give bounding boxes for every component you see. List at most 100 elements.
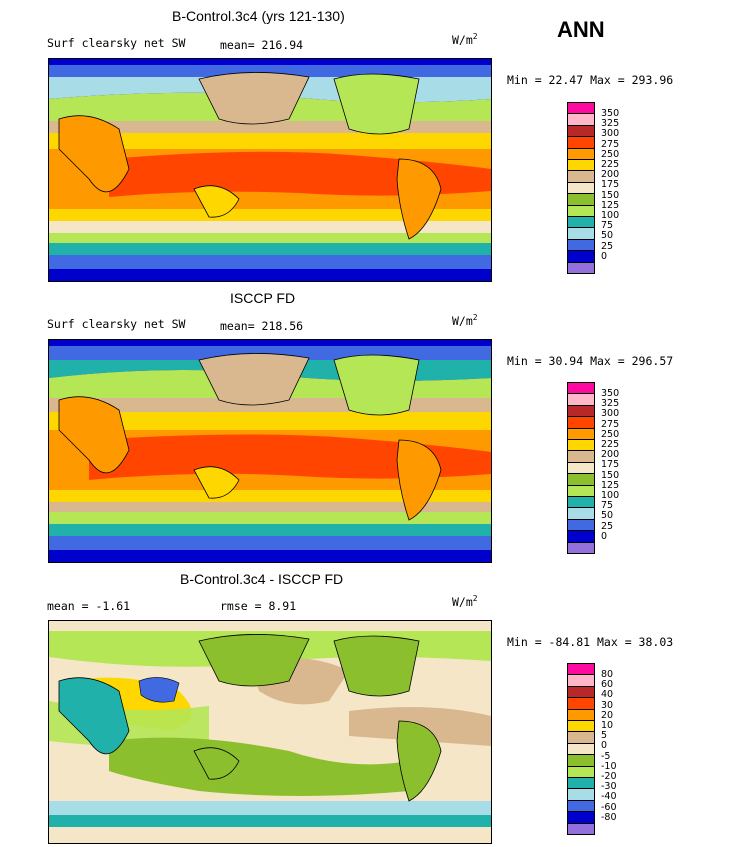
colorbar-label: 75 [601,220,614,232]
colorbar-label: -80 [601,811,617,823]
colorbar-label: 200 [601,169,620,181]
colorbar-swatch [568,721,594,733]
panel1-title: B-Control.3c4 (yrs 121-130) [172,8,345,24]
colorbar-swatch [568,732,594,744]
colorbar-swatch [568,789,594,801]
colorbar-swatch [568,698,594,710]
colorbar-swatch [568,405,594,418]
colorbar-swatch [568,239,594,252]
colorbar-swatch [568,428,594,441]
colorbar-label: 225 [601,159,620,171]
panel2-minmax: Min = 30.94 Max = 296.57 [507,354,674,368]
panel3-rmse: rmse = 8.91 [220,599,297,613]
colorbar-label: 300 [601,408,620,420]
colorbar-label: -40 [601,791,617,803]
panel3-colorbar [567,663,595,835]
colorbar-label: 0 [601,250,608,262]
colorbar-swatch [568,485,594,498]
colorbar-swatch [568,228,594,240]
colorbar-swatch [568,114,594,126]
panel3-units: W/m2 [452,594,478,609]
colorbar-swatch [568,686,594,699]
colorbar-swatch [568,205,594,218]
colorbar-swatch [568,519,594,532]
colorbar-label: 275 [601,138,620,150]
colorbar-swatch [568,497,594,509]
colorbar-label: 225 [601,439,620,451]
colorbar-label: 10 [601,720,614,732]
colorbar-swatch [568,778,594,790]
colorbar-label: 250 [601,148,620,160]
colorbar-swatch [568,394,594,406]
colorbar-swatch [568,417,594,429]
colorbar-label: 250 [601,428,620,440]
colorbar-label: -30 [601,781,617,793]
colorbar-label: 5 [601,730,608,742]
colorbar-swatch [568,664,594,676]
colorbar-swatch [568,137,594,149]
colorbar-label: 150 [601,189,620,201]
panel2-units: W/m2 [452,313,478,328]
colorbar-label: 350 [601,108,620,119]
panel3-mean: mean = -1.61 [47,599,131,613]
colorbar-swatch [568,262,594,274]
colorbar-swatch [568,675,594,687]
colorbar-label: 300 [601,128,620,140]
colorbar-label: 275 [601,418,620,430]
panel1-colorbar [567,102,595,274]
colorbar-swatch [568,462,594,475]
colorbar-swatch [568,217,594,229]
colorbar-label: 200 [601,449,620,461]
colorbar-label: 0 [601,530,608,542]
panel1-minmax: Min = 22.47 Max = 293.96 [507,73,674,87]
colorbar-label: -10 [601,760,617,772]
colorbar-label: 20 [601,709,614,721]
colorbar-swatch [568,709,594,722]
colorbar-swatch [568,148,594,161]
colorbar-swatch [568,182,594,195]
colorbar-label: 125 [601,479,620,491]
colorbar-label: 175 [601,459,620,471]
colorbar-label: 175 [601,179,620,191]
panel3-minmax: Min = -84.81 Max = 38.03 [507,635,674,649]
colorbar-label: 30 [601,699,614,711]
panel2-field-label: Surf clearsky net SW [47,317,186,331]
panel1-map [48,58,492,282]
colorbar-label: 350 [601,388,620,399]
colorbar-swatch [568,160,594,172]
colorbar-label: 75 [601,500,614,512]
colorbar-swatch [568,251,594,263]
colorbar-swatch [568,103,594,115]
colorbar-label: 0 [601,740,608,752]
colorbar-label: 40 [601,689,614,701]
colorbar-label: -60 [601,801,617,813]
colorbar-label: 25 [601,240,614,252]
panel1-field-label: Surf clearsky net SW [47,36,186,50]
colorbar-label: 325 [601,398,620,410]
colorbar-label: -5 [601,750,611,762]
colorbar-swatch [568,451,594,463]
colorbar-swatch [568,542,594,554]
colorbar-label: 325 [601,118,620,130]
colorbar-label: 100 [601,490,620,502]
panel2-title: ISCCP FD [230,290,296,306]
panel3-map [48,620,492,844]
colorbar-swatch [568,812,594,824]
colorbar-swatch [568,508,594,520]
panel1-mean: mean= 216.94 [220,38,304,52]
colorbar-swatch [568,194,594,206]
colorbar-label: 50 [601,230,614,242]
panel2-colorbar [567,382,595,554]
colorbar-label: 100 [601,210,620,222]
panel1-colorbar-labels: 350 325 300 275 250 225 200 175 150 125 … [601,108,620,262]
colorbar-label: 25 [601,520,614,532]
colorbar-swatch [568,171,594,183]
panel2-map [48,339,492,563]
colorbar-swatch [568,823,594,835]
colorbar-label: 150 [601,469,620,481]
colorbar-swatch [568,743,594,756]
colorbar-swatch [568,800,594,813]
colorbar-label: 60 [601,679,614,691]
panel3-title: B-Control.3c4 - ISCCP FD [180,571,344,587]
colorbar-swatch [568,383,594,395]
